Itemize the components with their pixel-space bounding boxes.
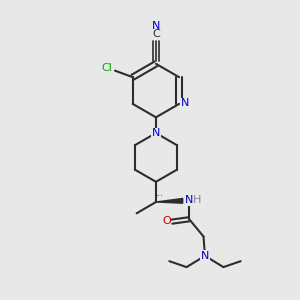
Text: N: N bbox=[201, 251, 209, 261]
Text: N: N bbox=[185, 195, 194, 205]
Text: N: N bbox=[152, 21, 160, 31]
Text: Cl: Cl bbox=[101, 63, 112, 73]
Polygon shape bbox=[156, 198, 183, 203]
Text: N: N bbox=[152, 128, 160, 138]
Text: C: C bbox=[152, 29, 160, 39]
Text: O: O bbox=[162, 216, 171, 226]
Text: ···: ··· bbox=[156, 193, 164, 202]
Text: H: H bbox=[194, 195, 202, 205]
Text: N: N bbox=[181, 98, 189, 108]
